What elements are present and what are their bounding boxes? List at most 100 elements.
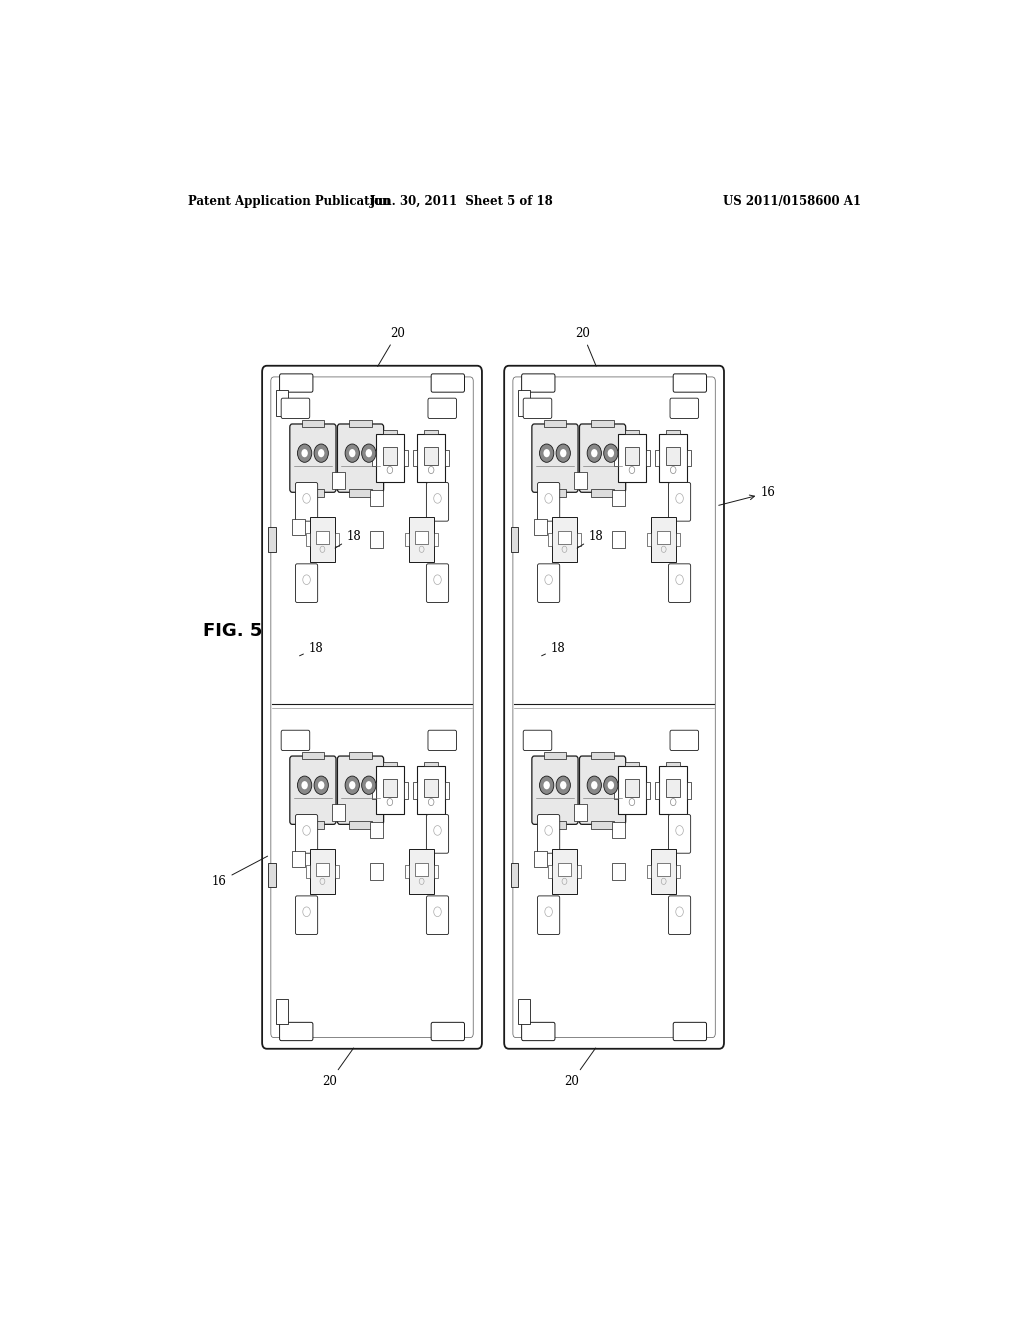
FancyBboxPatch shape bbox=[426, 564, 449, 602]
Circle shape bbox=[591, 449, 597, 457]
Bar bbox=[544, 420, 566, 428]
Bar bbox=[651, 517, 677, 562]
FancyBboxPatch shape bbox=[538, 483, 560, 521]
Bar bbox=[445, 781, 450, 799]
Bar bbox=[376, 434, 404, 482]
FancyBboxPatch shape bbox=[296, 483, 317, 521]
Text: 20: 20 bbox=[564, 1048, 596, 1088]
Bar bbox=[417, 767, 445, 814]
Bar bbox=[647, 533, 651, 546]
Circle shape bbox=[361, 444, 376, 462]
Bar bbox=[335, 533, 339, 546]
Bar bbox=[558, 862, 570, 876]
FancyBboxPatch shape bbox=[338, 424, 384, 492]
FancyBboxPatch shape bbox=[282, 730, 309, 751]
Bar bbox=[657, 531, 670, 544]
Bar bbox=[383, 762, 397, 767]
Text: 18: 18 bbox=[335, 529, 361, 548]
Text: 18: 18 bbox=[542, 642, 565, 656]
Bar bbox=[413, 450, 417, 466]
Bar bbox=[268, 863, 276, 887]
Bar bbox=[625, 446, 639, 465]
Bar bbox=[409, 849, 434, 894]
Circle shape bbox=[544, 449, 550, 457]
Bar bbox=[518, 391, 529, 416]
Bar bbox=[548, 533, 552, 546]
Bar bbox=[659, 434, 687, 482]
Bar bbox=[657, 862, 670, 876]
Bar bbox=[552, 517, 578, 562]
Bar bbox=[409, 517, 434, 562]
Bar bbox=[625, 429, 639, 434]
Text: FIG. 5: FIG. 5 bbox=[204, 622, 263, 640]
Bar bbox=[574, 473, 587, 488]
Circle shape bbox=[366, 781, 372, 789]
Bar bbox=[612, 532, 625, 548]
Circle shape bbox=[604, 776, 618, 795]
Circle shape bbox=[318, 449, 325, 457]
FancyBboxPatch shape bbox=[669, 564, 690, 602]
Bar bbox=[617, 767, 646, 814]
Bar bbox=[591, 821, 614, 829]
Circle shape bbox=[361, 776, 376, 795]
Text: Jun. 30, 2011  Sheet 5 of 18: Jun. 30, 2011 Sheet 5 of 18 bbox=[370, 194, 553, 207]
FancyBboxPatch shape bbox=[669, 814, 690, 853]
Circle shape bbox=[540, 444, 554, 462]
Text: 18: 18 bbox=[578, 529, 603, 548]
Circle shape bbox=[349, 449, 355, 457]
Bar bbox=[416, 531, 428, 544]
Bar bbox=[625, 779, 639, 797]
Bar bbox=[518, 999, 529, 1024]
Circle shape bbox=[560, 449, 566, 457]
FancyBboxPatch shape bbox=[296, 814, 317, 853]
Bar bbox=[544, 751, 566, 759]
Bar bbox=[370, 822, 383, 838]
Circle shape bbox=[318, 781, 325, 789]
Bar bbox=[574, 804, 587, 821]
FancyBboxPatch shape bbox=[290, 756, 336, 825]
FancyBboxPatch shape bbox=[523, 730, 552, 751]
Circle shape bbox=[301, 781, 308, 789]
Circle shape bbox=[556, 776, 570, 795]
Bar bbox=[578, 533, 582, 546]
Bar bbox=[370, 532, 383, 548]
Text: 20: 20 bbox=[323, 1048, 353, 1088]
FancyBboxPatch shape bbox=[431, 1022, 465, 1040]
Bar bbox=[535, 851, 547, 867]
Bar bbox=[434, 865, 438, 878]
Bar bbox=[370, 863, 383, 879]
Bar bbox=[332, 804, 345, 821]
FancyBboxPatch shape bbox=[580, 756, 626, 825]
FancyBboxPatch shape bbox=[431, 374, 465, 392]
Bar bbox=[404, 865, 409, 878]
Circle shape bbox=[345, 776, 359, 795]
Bar bbox=[316, 862, 329, 876]
Bar bbox=[349, 821, 372, 829]
FancyBboxPatch shape bbox=[670, 399, 698, 418]
Bar bbox=[687, 450, 691, 466]
Bar bbox=[548, 865, 552, 878]
FancyBboxPatch shape bbox=[426, 896, 449, 935]
FancyBboxPatch shape bbox=[521, 374, 555, 392]
Circle shape bbox=[298, 776, 311, 795]
FancyBboxPatch shape bbox=[296, 896, 317, 935]
Circle shape bbox=[345, 444, 359, 462]
Circle shape bbox=[560, 781, 566, 789]
Circle shape bbox=[587, 444, 601, 462]
FancyBboxPatch shape bbox=[669, 896, 690, 935]
Circle shape bbox=[314, 444, 329, 462]
Bar bbox=[667, 446, 680, 465]
Bar bbox=[445, 450, 450, 466]
FancyBboxPatch shape bbox=[673, 1022, 707, 1040]
FancyBboxPatch shape bbox=[296, 564, 317, 602]
FancyBboxPatch shape bbox=[538, 896, 560, 935]
Circle shape bbox=[301, 449, 308, 457]
Bar bbox=[677, 865, 680, 878]
Text: 20: 20 bbox=[575, 327, 596, 366]
Bar bbox=[404, 533, 409, 546]
Bar bbox=[659, 767, 687, 814]
Bar bbox=[424, 779, 438, 797]
Circle shape bbox=[607, 781, 614, 789]
Bar bbox=[677, 533, 680, 546]
FancyBboxPatch shape bbox=[262, 366, 482, 1049]
